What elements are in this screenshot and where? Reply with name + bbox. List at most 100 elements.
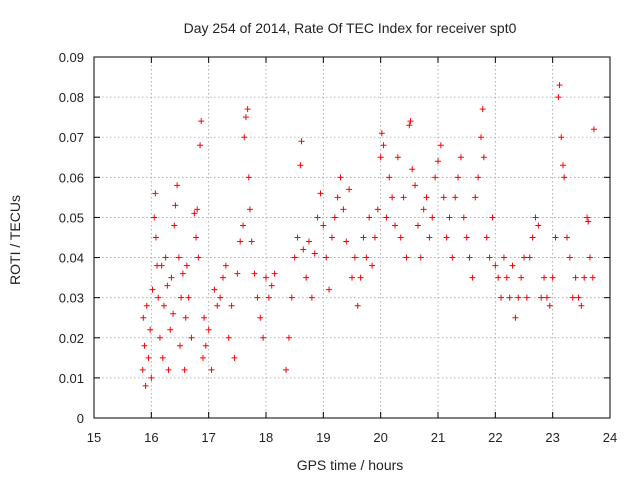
data-point	[291, 254, 298, 261]
x-tick-label: 17	[201, 430, 215, 445]
data-point	[360, 234, 367, 241]
data-point	[334, 194, 341, 201]
data-point	[294, 234, 301, 241]
data-point	[403, 254, 410, 261]
data-point	[297, 162, 304, 169]
data-point	[455, 174, 462, 181]
data-point	[198, 118, 205, 125]
data-point	[389, 194, 396, 201]
data-point	[152, 190, 159, 197]
data-point	[182, 314, 189, 321]
data-point	[168, 274, 175, 281]
data-point	[155, 294, 162, 301]
data-point	[205, 326, 212, 333]
data-point	[174, 182, 181, 189]
y-tick-label: 0.07	[59, 130, 84, 145]
y-tick-label: 0.05	[59, 210, 84, 225]
data-point	[363, 254, 370, 261]
data-point	[357, 274, 364, 281]
data-point	[584, 214, 591, 221]
data-point	[197, 142, 204, 149]
data-point	[179, 270, 186, 277]
data-point	[374, 206, 381, 213]
data-point	[240, 222, 247, 229]
axis-ticks	[93, 56, 611, 419]
data-point	[369, 262, 376, 269]
data-point	[581, 274, 588, 281]
data-point	[578, 302, 585, 309]
y-tick-label: 0.06	[59, 170, 84, 185]
data-point	[248, 238, 255, 245]
data-point	[308, 294, 315, 301]
data-point	[162, 254, 169, 261]
data-point	[590, 126, 597, 133]
data-point	[555, 94, 562, 101]
data-point	[246, 206, 253, 213]
data-point	[449, 254, 456, 261]
data-point	[159, 354, 166, 361]
data-point	[466, 254, 473, 261]
data-point	[199, 354, 206, 361]
data-point	[178, 294, 185, 301]
data-point	[257, 314, 264, 321]
data-point	[181, 366, 188, 373]
data-point	[437, 142, 444, 149]
data-point	[558, 134, 565, 141]
data-point	[546, 302, 553, 309]
data-point	[340, 206, 347, 213]
data-point	[194, 206, 201, 213]
x-tick-label: 20	[373, 430, 387, 445]
data-point	[518, 274, 525, 281]
data-point	[234, 270, 241, 277]
data-point	[343, 238, 350, 245]
data-point	[140, 314, 147, 321]
data-point	[515, 294, 522, 301]
data-point	[480, 154, 487, 161]
data-point	[351, 254, 358, 261]
data-point	[432, 174, 439, 181]
data-point	[564, 234, 570, 241]
y-tick-label: 0.02	[59, 331, 84, 346]
data-point	[414, 222, 421, 229]
data-point	[409, 166, 416, 173]
data-point	[142, 382, 149, 389]
data-point	[483, 234, 490, 241]
data-point	[561, 174, 568, 181]
data-point	[188, 334, 195, 341]
data-point	[446, 214, 453, 221]
data-point	[556, 82, 563, 89]
data-point	[457, 154, 464, 161]
data-point	[263, 274, 269, 281]
data-point	[417, 254, 424, 261]
data-point	[175, 254, 182, 261]
x-tick-label: 19	[316, 430, 330, 445]
data-point	[141, 342, 148, 349]
chart-title: Day 254 of 2014, Rate Of TEC Index for r…	[184, 20, 517, 36]
data-point	[452, 194, 459, 201]
data-point	[552, 234, 559, 241]
data-point	[586, 254, 593, 261]
data-point	[143, 302, 150, 309]
data-point	[380, 142, 387, 149]
data-point	[346, 186, 353, 193]
data-point	[349, 274, 355, 281]
data-point	[202, 342, 209, 349]
data-point	[377, 154, 384, 161]
data-point	[245, 174, 252, 181]
data-point	[164, 282, 171, 289]
data-point	[152, 234, 159, 241]
data-point	[241, 134, 248, 141]
data-point	[498, 294, 505, 301]
data-point	[386, 174, 393, 181]
data-point	[201, 314, 208, 321]
x-tick-label: 18	[259, 430, 273, 445]
data-point	[271, 270, 278, 277]
data-point	[208, 366, 215, 373]
data-point	[244, 106, 251, 113]
data-point	[406, 122, 413, 129]
grid-lines	[94, 57, 610, 418]
data-point	[139, 366, 146, 373]
data-point	[320, 222, 327, 229]
data-point	[426, 234, 433, 241]
data-point	[195, 254, 202, 261]
